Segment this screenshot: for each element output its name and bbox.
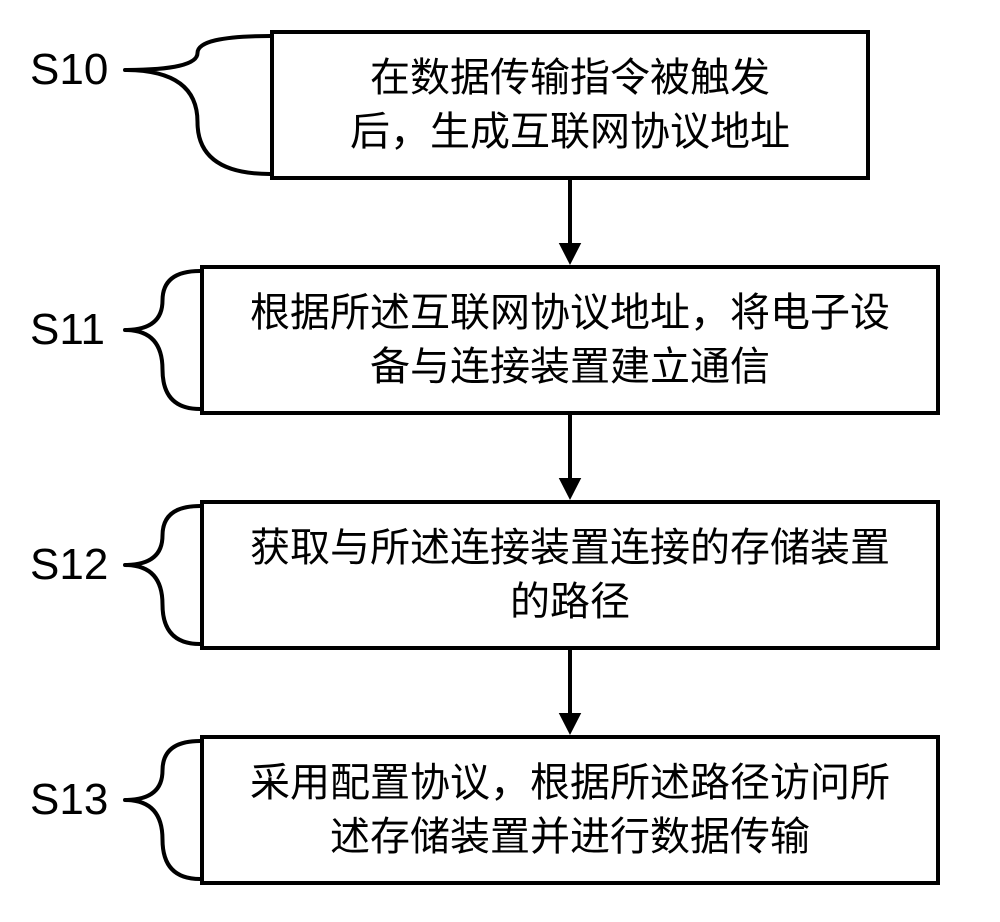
flow-node-s11-text: 根据所述互联网协议地址，将电子设 备与连接装置建立通信: [236, 286, 904, 394]
step-label-s12: S12: [30, 540, 108, 590]
arrow-s10-s11: [552, 180, 588, 265]
arrow-s11-s12: [552, 415, 588, 500]
step-label-s10: S10: [30, 45, 108, 95]
bracket-s13: [125, 737, 204, 883]
flowchart-canvas: 在数据传输指令被触发 后，生成互联网协议地址 根据所述互联网协议地址，将电子设 …: [0, 0, 1000, 922]
step-label-s11: S11: [30, 305, 105, 355]
flow-node-s10: 在数据传输指令被触发 后，生成互联网协议地址: [270, 30, 870, 180]
flow-node-s12-text: 获取与所述连接装置连接的存储装置 的路径: [236, 521, 904, 629]
arrow-s12-s13: [552, 650, 588, 735]
bracket-s12: [125, 502, 204, 648]
flow-node-s10-text: 在数据传输指令被触发 后，生成互联网协议地址: [336, 51, 804, 159]
flow-node-s11: 根据所述互联网协议地址，将电子设 备与连接装置建立通信: [200, 265, 940, 415]
bracket-s10: [125, 32, 274, 178]
step-label-s13: S13: [30, 775, 108, 825]
flow-node-s13: 采用配置协议，根据所述路径访问所 述存储装置并进行数据传输: [200, 735, 940, 885]
flow-node-s13-text: 采用配置协议，根据所述路径访问所 述存储装置并进行数据传输: [236, 756, 904, 864]
bracket-s11: [125, 267, 204, 413]
flow-node-s12: 获取与所述连接装置连接的存储装置 的路径: [200, 500, 940, 650]
